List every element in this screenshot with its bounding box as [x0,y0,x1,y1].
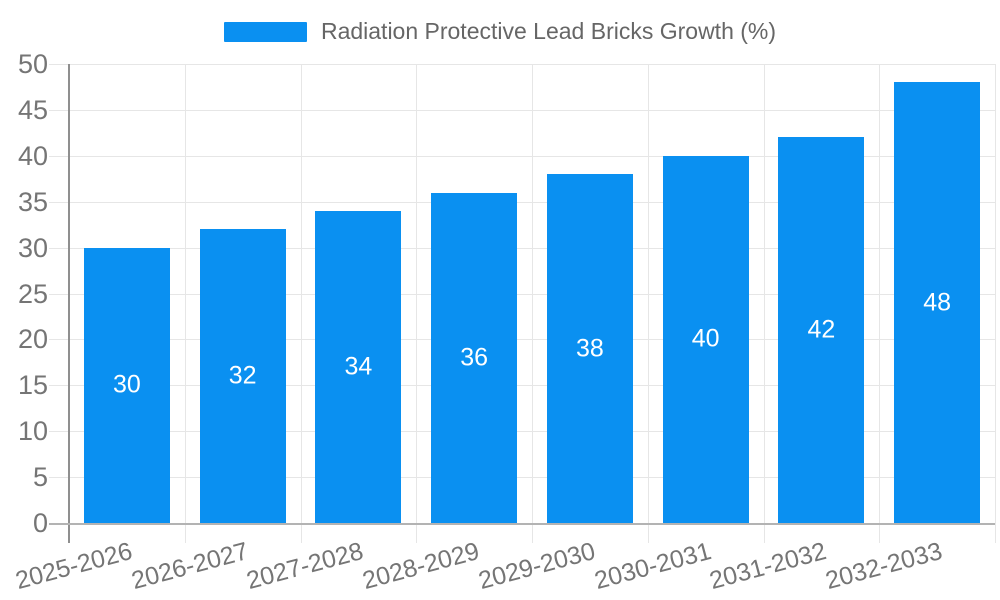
vertical-gridline [879,64,881,543]
vertical-gridline [647,64,649,543]
bar [431,192,518,523]
bar [778,137,865,523]
vertical-gridline [995,64,996,543]
horizontal-gridline [49,431,995,433]
horizontal-gridline [49,385,995,387]
x-axis-tick-label: 2026-2027 [128,537,251,595]
bar [83,247,170,523]
vertical-gridline [532,64,533,543]
bar-value-label: 34 [344,352,373,381]
bar [546,174,633,523]
bar-value-label: 30 [112,370,141,399]
bar-value-label: 38 [575,334,604,363]
y-axis-tick-label: 20 [17,324,48,355]
bar [662,155,749,523]
bar [894,82,981,523]
horizontal-gridline [49,64,995,65]
horizontal-gridline [49,339,995,341]
bar [199,229,286,523]
y-axis-line [68,64,70,543]
x-axis-tick-label: 2029-2030 [475,537,599,595]
x-axis-tick-label: 2028-2029 [359,537,483,595]
bar-value-label: 42 [807,315,836,344]
x-axis-tick-label: 2030-2031 [591,537,714,595]
bar-value-label: 48 [923,288,952,317]
x-axis-tick-label: 2031-2032 [706,537,830,595]
bar-value-label: 32 [228,361,257,390]
legend-swatch-icon [223,21,307,42]
horizontal-gridline [49,477,995,479]
x-axis-line [49,523,995,525]
horizontal-gridline [49,247,995,249]
y-axis-tick-label: 45 [17,94,48,125]
y-axis-tick-label: 50 [17,49,48,79]
bar [315,210,402,523]
legend[interactable]: Radiation Protective Lead Bricks Growth … [0,18,1000,45]
bar-value-label: 40 [691,324,720,353]
x-axis-tick-label: 2032-2033 [822,537,946,595]
y-axis-tick-label: 15 [17,370,48,401]
y-axis-tick-label: 30 [17,232,48,263]
y-axis-tick-label: 25 [17,278,48,309]
y-axis-tick-label: 35 [17,186,48,217]
y-axis-tick-label: 5 [32,462,48,493]
x-axis-tick-label: 2025-2026 [12,537,136,595]
x-axis-tick-label: 2027-2028 [243,537,367,595]
horizontal-gridline [49,109,995,111]
vertical-gridline [184,64,186,543]
legend-series-label: Radiation Protective Lead Bricks Growth … [320,18,777,44]
y-axis-tick-label: 0 [32,508,48,538]
horizontal-gridline [49,201,995,203]
vertical-gridline [416,64,418,543]
horizontal-gridline [49,155,995,157]
bar-value-label: 36 [460,343,489,372]
vertical-gridline [763,64,765,543]
horizontal-gridline [49,293,995,295]
vertical-gridline [300,64,302,543]
y-axis-tick-label: 10 [17,416,48,447]
y-axis-tick-label: 40 [17,140,48,171]
